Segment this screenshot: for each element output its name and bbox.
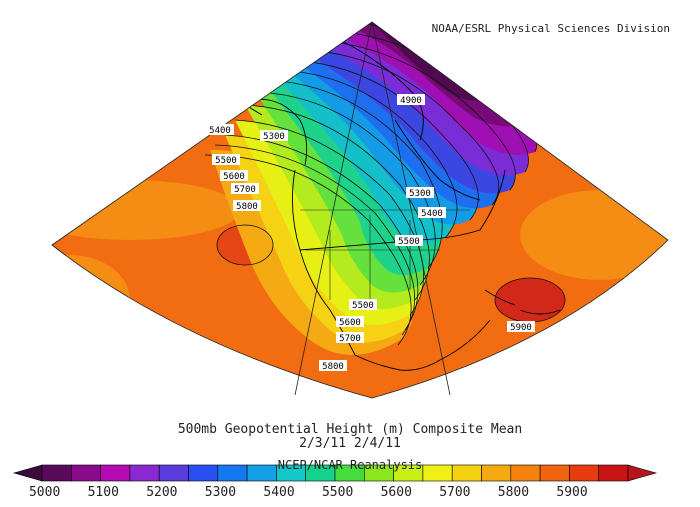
map-source: NCEP/NCAR Reanalysis (277, 458, 423, 472)
colorbar-tick-label: 5500 (322, 485, 353, 500)
contour-label: 5400 (418, 207, 446, 219)
contour-label: 5800 (233, 200, 261, 212)
svg-text:5800: 5800 (236, 202, 258, 212)
contour-label: 5600 (336, 316, 364, 328)
contour-label: 5500 (395, 235, 423, 247)
contour-label: 5500 (349, 299, 377, 311)
colorbar-tick-label: 5200 (146, 485, 177, 500)
credit-text: NOAA/ESRL Physical Sciences Division (431, 22, 670, 35)
svg-text:5700: 5700 (234, 185, 256, 195)
svg-text:5900: 5900 (510, 323, 532, 333)
contour-labels: 4900 5300 5400 5500 5600 5700 5800 5300 5400 5500… (206, 94, 535, 372)
colorbar-tick-label: 5900 (556, 485, 587, 500)
svg-text:5400: 5400 (421, 209, 443, 219)
colorbar-high-arrow (627, 464, 658, 482)
svg-text:5600: 5600 (339, 318, 361, 328)
map-grid (51, 21, 669, 399)
contour-label: 5300 (260, 130, 288, 142)
colorbar: 5000 5100 5200 5300 5400 5500 5600 5700 5800 5900 (12, 464, 658, 500)
contour-label: 5800 (319, 360, 347, 372)
svg-text:5500: 5500 (352, 301, 374, 311)
svg-text:5500: 5500 (398, 237, 420, 247)
colorbar-tick-label: 5400 (263, 485, 294, 500)
contour-label: 4900 (397, 94, 425, 106)
svg-text:4900: 4900 (400, 96, 422, 106)
colorbar-tick-label: 5100 (88, 485, 119, 500)
svg-text:5400: 5400 (209, 126, 231, 136)
colorbar-tick-label: 5300 (205, 485, 236, 500)
contour-label: 5700 (231, 183, 259, 195)
svg-text:5300: 5300 (263, 132, 285, 142)
svg-text:5700: 5700 (339, 334, 361, 344)
colorbar-tick-label: 5800 (498, 485, 529, 500)
svg-text:5600: 5600 (223, 172, 245, 182)
colorbar-tick-label: 5600 (381, 485, 412, 500)
svg-text:5800: 5800 (322, 362, 344, 372)
colorbar-tick-label: 5700 (439, 485, 470, 500)
svg-text:5300: 5300 (409, 189, 431, 199)
contour-label: 5700 (336, 332, 364, 344)
map-title: 500mb Geopotential Height (m) Composite … (177, 422, 523, 437)
contour-label: 5300 (406, 187, 434, 199)
contour-label: 5900 (507, 321, 535, 333)
contour-label: 5600 (220, 170, 248, 182)
colorbar-tick-label: 5000 (29, 485, 60, 500)
contour-label: 5500 (212, 154, 240, 166)
svg-text:5500: 5500 (215, 156, 237, 166)
map-dates: 2/3/11 2/4/11 (299, 436, 401, 451)
contour-label: 5400 (206, 124, 234, 136)
